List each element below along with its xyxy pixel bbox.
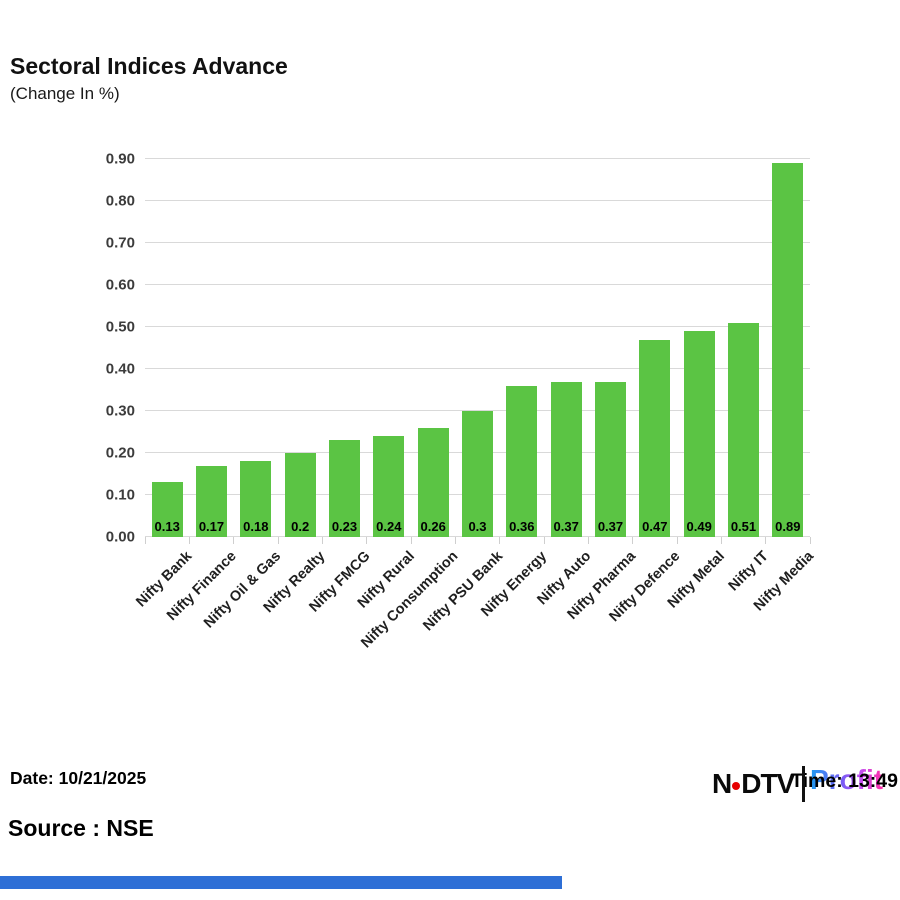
x-axis-label: Nifty PSU Bank bbox=[420, 548, 507, 635]
x-axis-tick bbox=[543, 537, 545, 544]
x-axis-tick bbox=[144, 537, 146, 544]
source-label: Source : NSE bbox=[8, 815, 154, 841]
x-axis-tick bbox=[188, 537, 190, 544]
x-axis-tick bbox=[499, 537, 501, 544]
y-tick-label: 0.00 bbox=[105, 528, 135, 546]
bar-value-label: 0.49 bbox=[686, 519, 712, 534]
x-axis-tick bbox=[410, 537, 412, 544]
bar-value-label: 0.26 bbox=[420, 519, 446, 534]
bar-value-label: 0.23 bbox=[331, 519, 358, 534]
gridline bbox=[145, 284, 810, 285]
bar-value-label: 0.37 bbox=[553, 519, 579, 534]
bars: 0.13 0.17 0.18 0.2 0.23 0.24 0.26 0.3 0.36 0.37 0.… bbox=[145, 159, 810, 537]
bar bbox=[240, 461, 272, 537]
gridline bbox=[145, 368, 810, 369]
bar bbox=[462, 411, 493, 537]
date-label: Date: 10/21/2025 bbox=[10, 768, 147, 788]
y-tick-label: 0.60 bbox=[105, 276, 135, 294]
profit-wordmark: Profit bbox=[810, 764, 884, 795]
y-tick-label: 0.90 bbox=[105, 150, 135, 168]
bar-value-label: 0.24 bbox=[376, 519, 402, 534]
bar-value-label: 0.17 bbox=[198, 519, 225, 534]
bar-value-label: 0.18 bbox=[243, 519, 269, 534]
bar-value-label: 0.51 bbox=[730, 519, 757, 534]
x-axis-tick bbox=[676, 537, 678, 544]
y-tick-label: 0.10 bbox=[105, 486, 135, 504]
x-axis-tick bbox=[632, 537, 634, 544]
x-axis-tick bbox=[765, 537, 767, 544]
y-tick-label: 0.20 bbox=[105, 444, 135, 462]
bar bbox=[196, 465, 227, 537]
bar-value-label: 0.89 bbox=[775, 519, 801, 534]
x-axis-tick bbox=[454, 537, 456, 544]
bar bbox=[329, 440, 360, 537]
y-tick-label: 0.40 bbox=[105, 360, 135, 378]
bar-value-label: 0.3 bbox=[468, 519, 487, 534]
bar bbox=[550, 381, 582, 537]
y-tick-label: 0.50 bbox=[105, 318, 135, 336]
ndtv-letter-n: N bbox=[712, 768, 732, 799]
x-axis-tick bbox=[366, 537, 368, 544]
y-tick-label: 0.70 bbox=[105, 234, 135, 252]
gridline bbox=[145, 158, 810, 159]
bar bbox=[728, 322, 759, 537]
y-tick-label: 0.80 bbox=[105, 192, 135, 210]
ndtv-profit-logo: Time: 13:49 N DTV Profit bbox=[710, 762, 900, 810]
bar bbox=[595, 381, 626, 537]
y-tick-label: 0.30 bbox=[105, 402, 135, 420]
bar bbox=[772, 163, 804, 537]
ndtv-wordmark: N DTV bbox=[712, 768, 795, 799]
gridline bbox=[145, 200, 810, 201]
x-axis-tick bbox=[587, 537, 589, 544]
bar bbox=[373, 436, 405, 537]
bar bbox=[151, 482, 183, 537]
bar-value-label: 0.2 bbox=[291, 519, 310, 534]
bar bbox=[284, 453, 316, 537]
bottom-accent-bar bbox=[0, 876, 562, 889]
time-label: Time: 13:49 bbox=[791, 771, 898, 792]
bar bbox=[683, 331, 715, 537]
logo-separator-bar bbox=[802, 766, 805, 802]
bar bbox=[506, 385, 538, 537]
x-axis-tick bbox=[720, 537, 722, 544]
bar-value-label: 0.37 bbox=[597, 519, 624, 534]
ndtv-red-dot-icon bbox=[732, 781, 741, 790]
bar bbox=[417, 427, 449, 537]
y-axis: 0.00 0.10 0.20 0.30 0.40 0.50 0.60 0.70 0.80 0.90 bbox=[55, 152, 135, 545]
plot-area: 0.13 0.17 0.18 0.2 0.23 0.24 0.26 0.3 0.36 0.37 0.… bbox=[134, 158, 816, 651]
bar bbox=[639, 339, 671, 537]
gridline bbox=[145, 326, 810, 327]
gridline bbox=[145, 410, 810, 411]
ndtv-letters-dtv: DTV bbox=[741, 768, 795, 799]
x-axis-tick bbox=[809, 537, 811, 544]
bar-value-label: 0.36 bbox=[509, 519, 535, 534]
x-axis-tick bbox=[277, 537, 279, 544]
x-axis-tick bbox=[233, 537, 235, 544]
x-axis-tick bbox=[321, 537, 323, 544]
bar-value-label: 0.47 bbox=[642, 519, 668, 534]
bar-value-label: 0.13 bbox=[154, 519, 180, 534]
page-subtitle: (Change In %) bbox=[10, 84, 120, 103]
page-title: Sectoral Indices Advance bbox=[10, 53, 288, 79]
gridline bbox=[145, 242, 810, 243]
